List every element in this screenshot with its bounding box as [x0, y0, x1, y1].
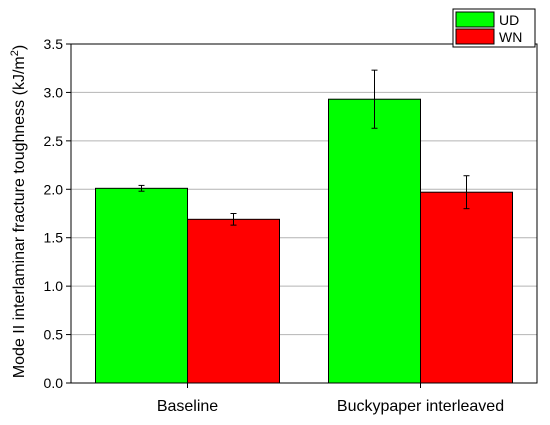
x-axis-labels: Baseline Buckypaper interleaved	[157, 383, 504, 415]
bars	[95, 98, 513, 384]
bar-wn	[187, 218, 280, 384]
bar-ud	[95, 187, 188, 384]
error-bars	[138, 69, 470, 226]
bar-ud	[328, 98, 421, 384]
y-tick-label: 3.0	[44, 84, 64, 100]
y-tick-label: 0.5	[44, 327, 64, 343]
y-axis-ticks: 0.0 0.5 1.0 1.5 2.0 2.5 3.0 3.5	[44, 36, 71, 391]
x-tick-label: Baseline	[157, 398, 218, 415]
plot-frame	[70, 43, 538, 384]
y-axis-title: Mode II interlaminar fracture toughness …	[9, 45, 28, 378]
legend-swatch-wn	[455, 28, 495, 45]
legend-label-ud: UD	[499, 12, 519, 28]
y-axis-title-sup: 2	[9, 50, 21, 56]
y-tick-label: 1.5	[44, 230, 64, 246]
y-tick-label: 2.5	[44, 133, 64, 149]
bar-wn	[420, 191, 513, 384]
legend-label-wn: WN	[499, 29, 522, 45]
y-tick-label: 0.0	[44, 375, 64, 391]
x-tick-label: Buckypaper interleaved	[337, 398, 504, 415]
y-axis-title-main: Mode II interlaminar fracture toughness …	[11, 56, 28, 378]
y-tick-label: 1.0	[44, 278, 64, 294]
y-tick-label: 3.5	[44, 36, 64, 52]
legend-swatch-ud	[455, 11, 495, 28]
y-axis-title-end: )	[11, 45, 28, 50]
y-tick-label: 2.0	[44, 181, 64, 197]
